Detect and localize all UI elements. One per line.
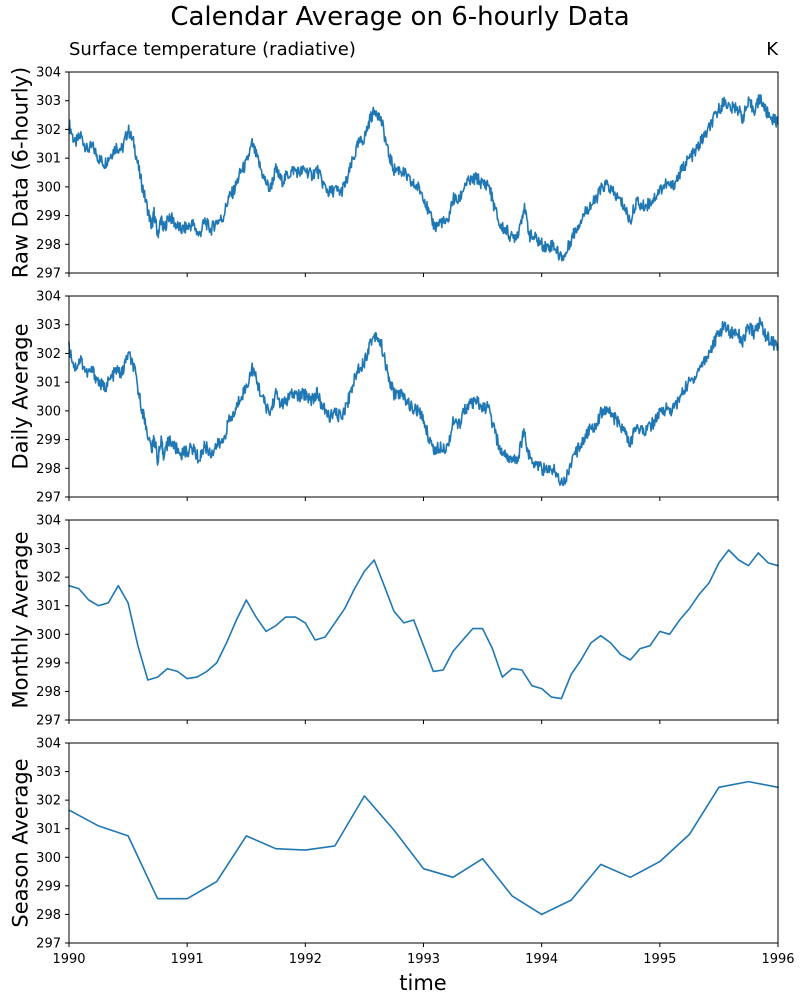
y-tick-label: 298	[36, 238, 61, 253]
plot-frame-1	[68, 71, 779, 274]
y-tick-label: 304	[36, 66, 61, 81]
panel-4: 297 298 299 300 301 302 303 304 1990 1991 1992 1993…	[8, 737, 794, 968]
y-tick-label: 300	[36, 404, 61, 419]
y-tick-label: 299	[36, 209, 61, 224]
x-tick-label: 1994	[525, 952, 558, 967]
y-tick-label: 303	[36, 542, 61, 557]
plot-frame-4	[68, 742, 779, 944]
x-tick-label: 1995	[643, 952, 676, 967]
y-tick-label: 297	[36, 714, 61, 729]
x-tick-label: 1996	[761, 952, 794, 967]
y-tick-label: 302	[36, 794, 61, 809]
panel-2: 297 298 299 300 301 302 303 304 Daily Average	[8, 290, 779, 506]
x-tick-label: 1992	[289, 952, 322, 967]
panel-3: 297 298 299 300 301 302 303 304 Monthly Average	[8, 514, 779, 729]
y-tick-label: 303	[36, 765, 61, 780]
series-line-4	[68, 780, 779, 916]
y-tick-label: 300	[36, 180, 61, 195]
y-axis-label-3: Monthly Average	[8, 532, 32, 709]
y-tick-label: 298	[36, 685, 61, 700]
y-tick-label: 302	[36, 123, 61, 138]
y-tick-label: 304	[36, 514, 61, 529]
y-axis-label-2: Daily Average	[8, 323, 32, 469]
x-axis-label: time	[399, 971, 446, 995]
figure-title: Calendar Average on 6-hourly Data	[170, 2, 629, 32]
plot-frame-3	[68, 519, 779, 721]
y-tick-label: 302	[36, 571, 61, 586]
y-tick-label: 302	[36, 347, 61, 362]
series-line-1	[68, 94, 779, 262]
y-tick-label: 303	[36, 318, 61, 333]
y-tick-label: 301	[36, 822, 61, 837]
y-tick-label: 297	[36, 267, 61, 282]
y-axis-label-1: Raw Data (6-hourly)	[8, 67, 32, 278]
x-tick-label: 1993	[407, 952, 440, 967]
x-tick-label: 1990	[52, 952, 85, 967]
series-line-2	[68, 316, 779, 487]
y-tick-label: 301	[36, 599, 61, 614]
y-tick-label: 298	[36, 462, 61, 477]
y-tick-label: 300	[36, 628, 61, 643]
y-tick-label: 304	[36, 737, 61, 752]
y-tick-label: 301	[36, 152, 61, 167]
y-tick-label: 301	[36, 376, 61, 391]
y-tick-label: 300	[36, 851, 61, 866]
panel-1: 297 298 299 300 301 302 303 304 Raw Data (6-hour…	[8, 66, 779, 282]
y-tick-label: 299	[36, 879, 61, 894]
y-axis-label-4: Season Average	[8, 758, 32, 927]
y-tick-label: 304	[36, 290, 61, 305]
units-label: K	[766, 39, 779, 60]
y-tick-label: 297	[36, 491, 61, 506]
y-tick-label: 298	[36, 908, 61, 923]
chart-panels: 297 298 299 300 301 302 303 304 Raw Data (6-hour…	[8, 66, 794, 968]
y-tick-label: 297	[36, 937, 61, 952]
y-tick-label: 299	[36, 656, 61, 671]
x-tick-label: 1991	[171, 952, 204, 967]
y-tick-label: 303	[36, 94, 61, 109]
series-line-3	[68, 549, 779, 700]
plot-frame-2	[68, 295, 779, 498]
y-tick-label: 299	[36, 433, 61, 448]
figure-subtitle: Surface temperature (radiative)	[69, 39, 356, 60]
